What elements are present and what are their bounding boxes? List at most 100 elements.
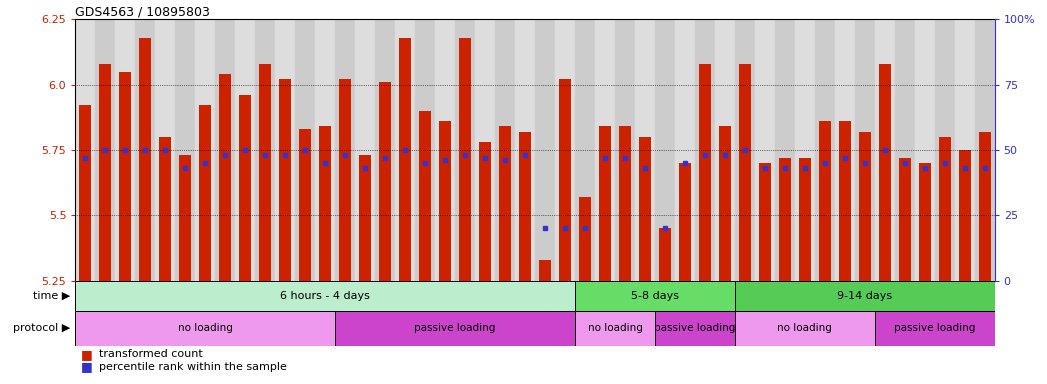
Bar — [699, 64, 711, 281]
Bar — [295, 19, 315, 281]
Bar — [859, 132, 871, 281]
Bar — [359, 155, 371, 281]
Bar — [575, 311, 655, 346]
Bar — [655, 19, 675, 281]
Bar — [219, 74, 231, 281]
Bar — [75, 19, 95, 281]
Bar — [419, 111, 431, 281]
Bar — [415, 19, 436, 281]
Text: 5-8 days: 5-8 days — [631, 291, 678, 301]
Bar — [575, 281, 735, 311]
Bar — [499, 126, 511, 281]
Bar — [599, 126, 611, 281]
Bar — [834, 19, 854, 281]
Text: passive loading: passive loading — [894, 323, 976, 333]
Bar — [240, 95, 251, 281]
Bar — [436, 19, 455, 281]
Bar — [639, 137, 651, 281]
Bar — [539, 260, 551, 281]
Bar — [555, 19, 575, 281]
Text: GDS4563 / 10895803: GDS4563 / 10895803 — [75, 5, 210, 18]
Bar — [579, 197, 591, 281]
Text: 6 hours - 4 days: 6 hours - 4 days — [281, 291, 371, 301]
Bar — [895, 19, 915, 281]
Bar — [659, 228, 671, 281]
Text: passive loading: passive loading — [415, 323, 496, 333]
Bar — [280, 79, 291, 281]
Bar — [874, 19, 895, 281]
Bar — [315, 19, 335, 281]
Bar — [898, 158, 911, 281]
Bar — [155, 19, 175, 281]
Bar — [779, 158, 790, 281]
Bar — [815, 19, 834, 281]
Text: percentile rank within the sample: percentile rank within the sample — [99, 362, 287, 372]
Bar — [135, 19, 155, 281]
Bar — [115, 19, 135, 281]
Bar — [139, 38, 152, 281]
Bar — [379, 82, 392, 281]
Bar — [735, 281, 995, 311]
Bar — [755, 19, 775, 281]
Bar — [339, 79, 351, 281]
Bar — [715, 19, 735, 281]
Bar — [979, 132, 990, 281]
Bar — [480, 142, 491, 281]
Bar — [199, 106, 211, 281]
Bar — [775, 19, 795, 281]
Bar — [236, 19, 255, 281]
Bar — [795, 19, 815, 281]
Bar — [335, 19, 355, 281]
Bar — [299, 129, 311, 281]
Bar — [515, 19, 535, 281]
Text: time ▶: time ▶ — [32, 291, 70, 301]
Bar — [535, 19, 555, 281]
Text: transformed count: transformed count — [99, 349, 203, 359]
Bar — [799, 158, 810, 281]
Bar — [475, 19, 495, 281]
Bar — [939, 137, 951, 281]
Bar — [678, 163, 691, 281]
Bar — [196, 19, 216, 281]
Bar — [915, 19, 935, 281]
Bar — [519, 132, 531, 281]
Text: no loading: no loading — [777, 323, 832, 333]
Bar — [375, 19, 395, 281]
Text: ■: ■ — [81, 360, 92, 373]
Bar — [595, 19, 615, 281]
Bar — [399, 38, 411, 281]
Bar — [179, 155, 192, 281]
Bar — [159, 137, 172, 281]
Bar — [319, 126, 331, 281]
Bar — [619, 126, 631, 281]
Bar — [99, 64, 111, 281]
Bar — [439, 121, 451, 281]
Bar — [575, 19, 595, 281]
Bar — [95, 19, 115, 281]
Bar — [335, 311, 575, 346]
Bar — [918, 163, 931, 281]
Bar — [395, 19, 415, 281]
Bar — [75, 281, 575, 311]
Bar — [80, 106, 91, 281]
Bar — [719, 126, 731, 281]
Text: ■: ■ — [81, 348, 92, 361]
Text: no loading: no loading — [178, 323, 232, 333]
Bar — [935, 19, 955, 281]
Bar — [959, 150, 971, 281]
Bar — [459, 38, 471, 281]
Bar — [655, 311, 735, 346]
Bar — [615, 19, 634, 281]
Bar — [75, 311, 335, 346]
Text: no loading: no loading — [587, 323, 643, 333]
Bar — [878, 64, 891, 281]
Bar — [275, 19, 295, 281]
Bar — [175, 19, 196, 281]
Bar — [634, 19, 655, 281]
Bar — [455, 19, 475, 281]
Text: protocol ▶: protocol ▶ — [13, 323, 70, 333]
Bar — [559, 79, 571, 281]
Bar — [495, 19, 515, 281]
Bar — [955, 19, 975, 281]
Bar — [975, 19, 995, 281]
